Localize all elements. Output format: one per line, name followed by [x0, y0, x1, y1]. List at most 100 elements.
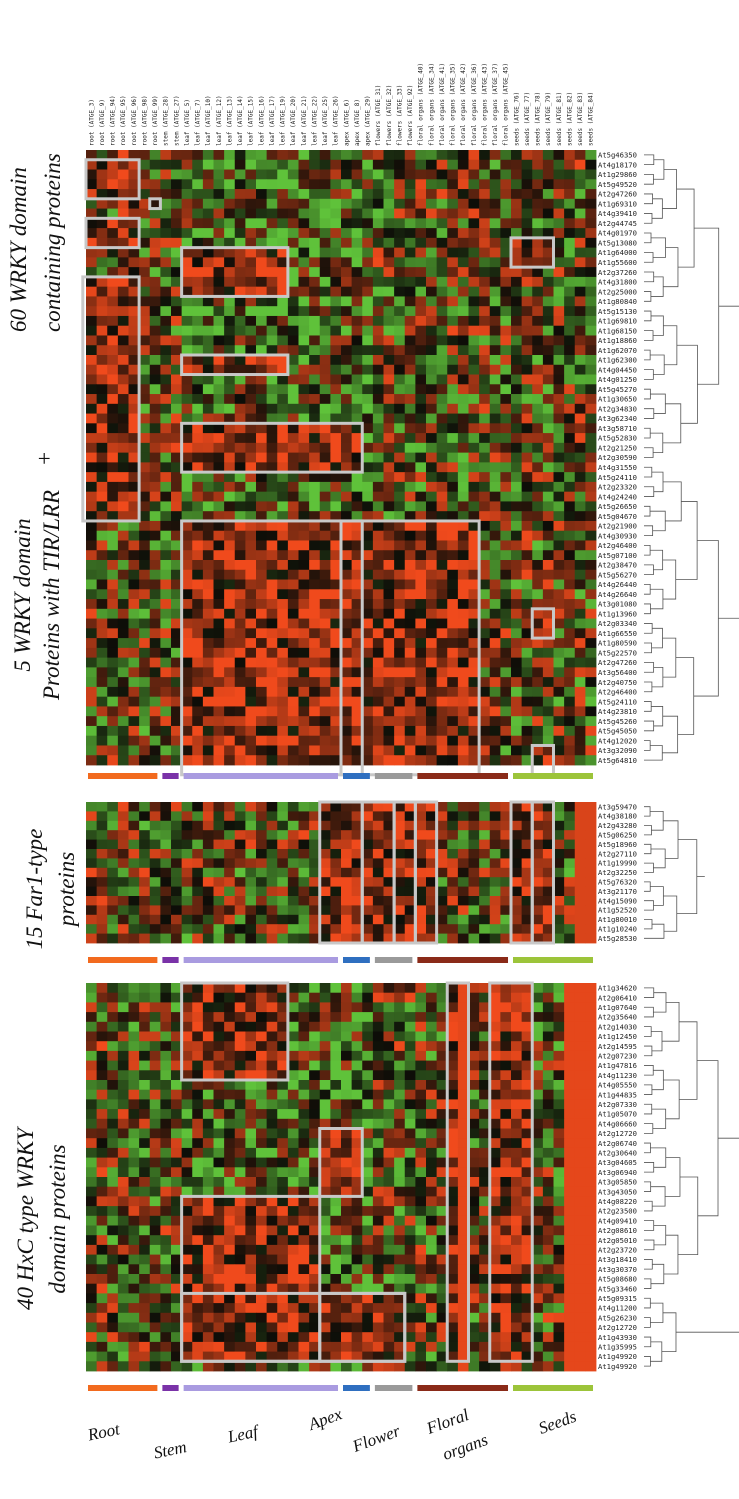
dendrogram-branch	[644, 505, 651, 517]
heatmap-cell	[107, 735, 119, 746]
heatmap-cell	[128, 560, 140, 571]
heatmap-cell	[341, 433, 353, 444]
heatmap-cell	[372, 914, 384, 925]
heatmap-cell	[287, 218, 299, 229]
heatmap-cell	[330, 374, 342, 385]
heatmap-cell	[298, 839, 310, 850]
heatmap-cell	[532, 394, 544, 405]
heatmap-cell	[479, 169, 491, 180]
heatmap-cell	[511, 442, 523, 454]
heatmap-cell	[394, 530, 406, 541]
heatmap-cell	[86, 530, 98, 541]
column-label: root (ATGE_3)	[88, 99, 95, 146]
column-label: seeds (ATGE_82)	[566, 92, 573, 146]
heatmap-cell	[86, 481, 98, 493]
heatmap-cell	[553, 579, 565, 590]
heatmap-cell	[341, 867, 353, 878]
heatmap-cell	[213, 1041, 225, 1052]
heatmap-cell	[139, 169, 151, 180]
heatmap-cell	[415, 716, 427, 727]
heatmap-cell	[532, 858, 544, 869]
heatmap-cell	[266, 745, 278, 756]
heatmap-cell	[139, 716, 151, 727]
heatmap-cell	[574, 335, 586, 346]
heatmap-cell	[107, 491, 119, 502]
heatmap-cell	[149, 501, 161, 512]
heatmap-cell	[192, 511, 204, 522]
heatmap-cell	[213, 355, 225, 366]
heatmap-cell	[341, 657, 353, 668]
column-label: flowers (ATGE_92)	[407, 85, 414, 146]
row-label: At5g45260	[598, 717, 637, 726]
heatmap-cell	[404, 811, 416, 822]
heatmap-cell	[96, 423, 108, 434]
heatmap-cell	[149, 933, 161, 944]
heatmap-cell	[160, 667, 172, 678]
heatmap-cell	[415, 550, 427, 561]
heatmap-cell	[192, 423, 204, 434]
heatmap-cell	[457, 1157, 469, 1168]
heatmap-cell	[542, 820, 554, 831]
heatmap-cell	[245, 501, 257, 512]
heatmap-cell	[256, 423, 268, 434]
heatmap-cell	[128, 179, 140, 190]
heatmap-cell	[341, 905, 353, 916]
heatmap-cell	[489, 830, 501, 840]
heatmap-cell	[426, 423, 438, 434]
heatmap-cell	[213, 628, 225, 639]
heatmap-cell	[479, 276, 491, 288]
heatmap-cell	[415, 286, 427, 297]
heatmap-cell	[532, 579, 544, 590]
heatmap-cell	[521, 472, 533, 483]
heatmap-cell	[585, 384, 597, 395]
heatmap-cell	[160, 858, 172, 869]
heatmap-cell	[521, 452, 533, 463]
heatmap-cell	[447, 501, 459, 512]
heatmap-cell	[287, 267, 299, 278]
heatmap-cell	[415, 208, 427, 219]
heatmap-cell	[351, 1177, 363, 1188]
heatmap-cell	[436, 276, 448, 288]
heatmap-cell	[86, 745, 98, 756]
heatmap-cell	[500, 345, 512, 356]
heatmap-cell	[117, 267, 129, 278]
heatmap-cell	[86, 1147, 98, 1158]
heatmap-cell	[511, 1128, 523, 1139]
heatmap-cell	[447, 706, 459, 717]
heatmap-cell	[436, 374, 448, 385]
heatmap-cell	[117, 1138, 129, 1149]
heatmap-cell	[319, 150, 331, 161]
heatmap-cell	[202, 1138, 214, 1149]
heatmap-cell	[574, 325, 586, 336]
heatmap-cell	[426, 150, 438, 161]
heatmap-cell	[256, 1177, 268, 1188]
heatmap-cell	[181, 296, 193, 307]
heatmap-cell	[277, 1128, 289, 1139]
heatmap-cell	[160, 686, 172, 698]
heatmap-cell	[245, 1109, 257, 1120]
heatmap-cell	[298, 599, 310, 610]
heatmap-cell	[362, 858, 374, 869]
heatmap-cell	[202, 159, 214, 170]
heatmap-cell	[447, 1167, 459, 1178]
heatmap-cell	[351, 858, 363, 869]
heatmap-cell	[86, 452, 98, 463]
heatmap-cell	[585, 228, 597, 239]
heatmap-cell	[149, 345, 161, 356]
heatmap-cell	[181, 442, 193, 454]
heatmap-cell	[362, 1080, 374, 1091]
heatmap-cell	[107, 1118, 119, 1129]
heatmap-cell	[479, 696, 491, 707]
heatmap-cell	[564, 686, 576, 698]
heatmap-cell	[171, 208, 183, 219]
heatmap-cell	[213, 983, 225, 994]
heatmap-cell	[436, 1041, 448, 1052]
heatmap-cell	[532, 374, 544, 385]
heatmap-cell	[319, 442, 331, 454]
heatmap-cell	[489, 877, 501, 887]
heatmap-cell	[351, 560, 363, 571]
heatmap-cell	[128, 839, 140, 850]
heatmap-cell	[202, 877, 214, 887]
heatmap-cell	[362, 276, 374, 288]
heatmap-cell	[564, 472, 576, 483]
